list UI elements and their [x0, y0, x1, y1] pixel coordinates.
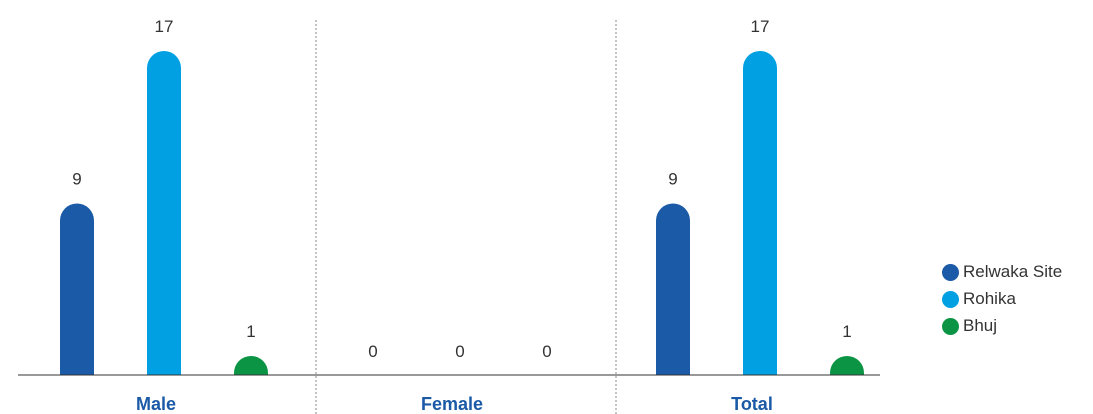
bar-male-bhuj [234, 355, 268, 375]
legend-label: Relwaka Site [963, 262, 1063, 281]
data-label: 1 [842, 322, 851, 341]
legend-item-relwaka-site: Relwaka Site [942, 262, 1062, 282]
bars-layer [60, 51, 864, 375]
category-label-total: Total [731, 394, 773, 414]
data-label: 0 [368, 342, 377, 361]
category-label-male: Male [136, 394, 176, 414]
category-labels-layer: Male Female Total [136, 394, 773, 414]
value-labels-layer: 9 17 1 0 0 0 9 17 1 [72, 17, 851, 361]
legend: Relwaka Site Rohika Bhuj [942, 262, 1062, 343]
bar-male-relwaka-site [60, 203, 94, 375]
legend-label: Rohika [963, 289, 1016, 308]
legend-swatch-rohika [942, 290, 959, 308]
bar-total-relwaka-site [656, 203, 690, 375]
data-label: 17 [155, 17, 174, 36]
data-label: 0 [455, 342, 464, 361]
data-label: 17 [751, 17, 770, 36]
legend-swatch-relwaka-site [942, 263, 959, 281]
legend-item-rohika: Rohika [942, 289, 1062, 309]
bar-total-bhuj [830, 355, 864, 375]
legend-swatch-bhuj [942, 317, 959, 335]
category-separators [315, 20, 617, 414]
bar-total-rohika [743, 51, 777, 375]
data-label: 1 [246, 322, 255, 341]
data-label: 9 [72, 169, 81, 188]
category-label-female: Female [421, 394, 483, 414]
bar-male-rohika [147, 51, 181, 375]
legend-item-bhuj: Bhuj [942, 316, 1062, 336]
data-label: 0 [542, 342, 551, 361]
data-label: 9 [668, 169, 677, 188]
legend-label: Bhuj [963, 316, 998, 335]
